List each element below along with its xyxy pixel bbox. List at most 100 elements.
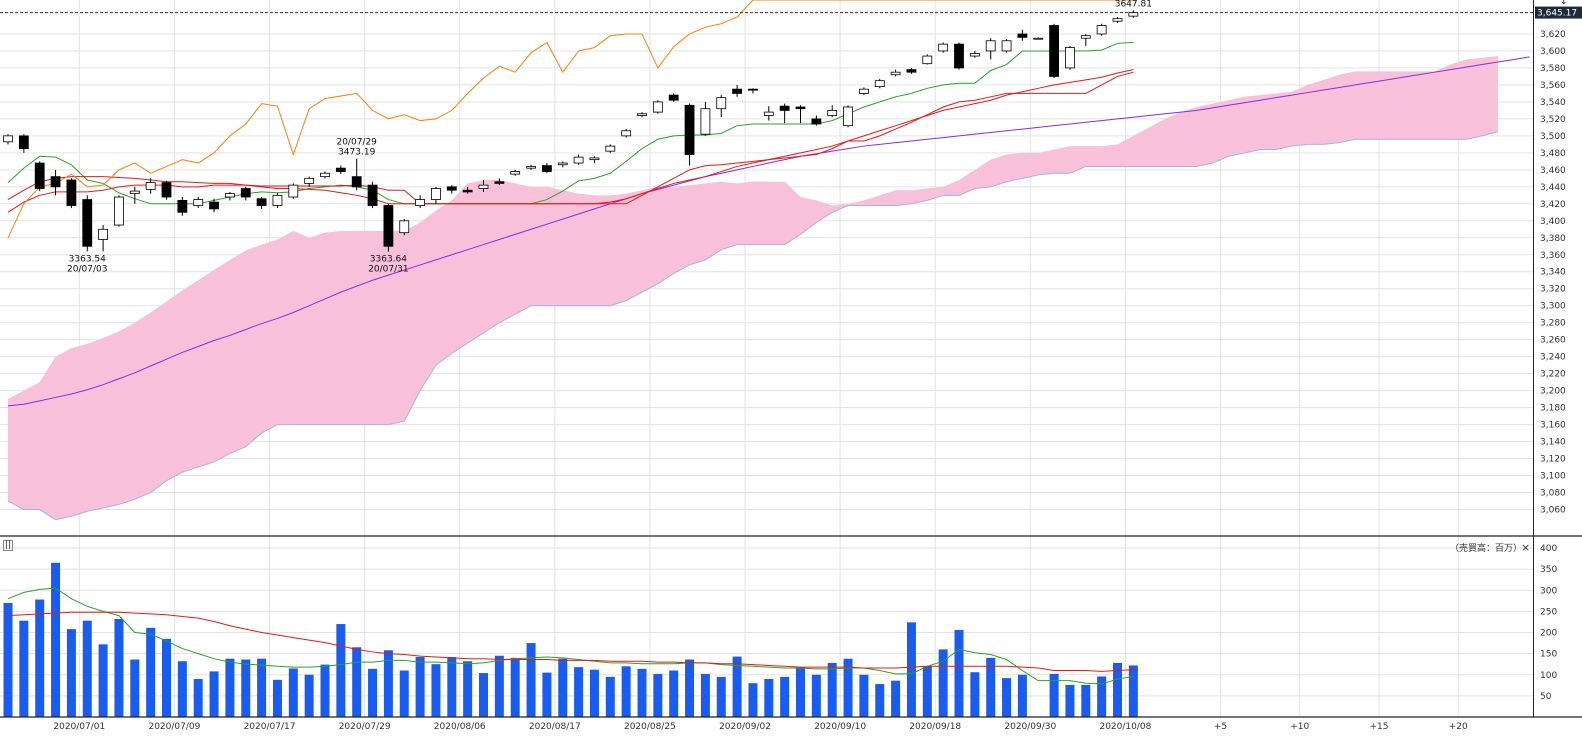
volume-bar: [811, 674, 821, 717]
candle-up: [922, 55, 933, 65]
candle-up: [3, 135, 13, 143]
volume-bar: [938, 649, 948, 717]
volume-bar: [700, 673, 710, 717]
long-average-line: [7, 56, 1530, 407]
candle-down: [50, 176, 61, 188]
volume-bar: [510, 657, 520, 717]
date-tick-label: +10: [1290, 722, 1309, 732]
volume-tick-label: 350: [1540, 565, 1557, 575]
volume-bar: [225, 658, 235, 717]
volume-bar: [19, 620, 29, 717]
candle-up: [700, 108, 711, 135]
candle-up: [98, 228, 108, 240]
date-tick-label: 2020/09/10: [814, 722, 866, 732]
volume-bar: [637, 668, 647, 717]
candle-down: [795, 106, 806, 110]
price-annotation: 20/07/29: [336, 138, 377, 148]
candle-up: [1080, 35, 1091, 39]
candle-down: [732, 88, 742, 94]
price-tick-label: 3,280: [1540, 319, 1566, 329]
volume-bar: [589, 669, 599, 717]
candle-down: [18, 135, 29, 150]
price-annotation: 20/07/31: [368, 265, 408, 275]
candle-down: [209, 201, 219, 210]
volume-bar: [526, 643, 536, 717]
candle-up: [145, 182, 156, 190]
volume-bars: [3, 562, 1138, 717]
candle-up: [114, 196, 124, 226]
volume-bar: [177, 661, 187, 717]
volume-bar: [796, 667, 805, 717]
price-tick-label: 3,180: [1540, 404, 1566, 414]
candle-down: [542, 165, 552, 172]
date-tick-label: 2020/10/08: [1099, 722, 1151, 732]
candle-up: [1001, 40, 1012, 52]
candle-up: [827, 109, 838, 116]
candle-down: [66, 179, 77, 206]
candle-down: [351, 176, 362, 188]
candle-down: [684, 104, 695, 155]
scroll-handle[interactable]: ↕: [1560, 0, 1568, 7]
candle-up: [510, 171, 521, 175]
volume-bar: [780, 676, 790, 717]
volume-bar: [257, 658, 267, 717]
volume-bar: [336, 624, 346, 717]
volume-bar: [304, 674, 314, 717]
volume-bar: [685, 659, 695, 717]
price-annotation: 3363.54: [69, 254, 106, 264]
candle-up: [985, 40, 996, 52]
volume-bar: [875, 684, 885, 717]
candle-down: [779, 105, 790, 111]
price-tick-label: 3,140: [1540, 438, 1566, 448]
candle-up: [320, 172, 330, 178]
volume-bar: [463, 661, 473, 717]
candle-up: [859, 88, 869, 94]
volume-bar: [922, 666, 932, 717]
volume-bar: [748, 683, 758, 717]
indicator-lines: [7, 0, 1530, 407]
volume-bar: [1017, 674, 1027, 717]
price-tick-label: 3,560: [1540, 81, 1566, 91]
volume-bar: [558, 658, 568, 717]
volume-bar: [130, 659, 140, 717]
volume-bar: [35, 599, 45, 717]
date-tick-label: 2020/09/18: [909, 722, 961, 732]
price-tick-label: 3,380: [1540, 234, 1566, 244]
date-tick-label: 2020/07/17: [244, 722, 296, 732]
volume-bar: [98, 644, 108, 717]
price-tick-label: 3,300: [1540, 302, 1566, 312]
volume-bar: [605, 676, 615, 717]
candle-up: [1033, 37, 1044, 40]
price-tick-label: 3,100: [1540, 472, 1566, 482]
candle-down: [383, 205, 394, 247]
price-tick-label: 3,360: [1540, 251, 1566, 261]
volume-lines: [7, 587, 1134, 685]
volume-bar: [415, 657, 425, 717]
volume-bar: [162, 638, 171, 717]
close-pane-button[interactable]: ×: [1521, 541, 1531, 554]
price-tick-label: 3,420: [1540, 200, 1566, 210]
volume-tick-label: 400: [1540, 544, 1557, 554]
pane-toggle-button[interactable]: ||: [3, 540, 14, 551]
volume-bar: [843, 658, 853, 717]
candle-down: [668, 94, 679, 101]
candle-down: [748, 88, 758, 91]
price-tick-label: 3,200: [1540, 387, 1566, 397]
date-tick-label: 2020/09/30: [1004, 722, 1056, 732]
date-tick-label: 2020/07/29: [339, 722, 391, 732]
candle-down: [462, 189, 473, 193]
volume-bar: [954, 629, 964, 717]
volume-bar: [1128, 665, 1138, 717]
price-tick-label: 3,500: [1540, 132, 1566, 142]
candle-up: [1128, 12, 1139, 17]
volume-tick-label: 50: [1540, 692, 1552, 702]
candle-up: [716, 97, 727, 110]
volume-bar: [320, 664, 330, 717]
candle-up: [431, 188, 441, 200]
volume-bar: [3, 602, 13, 717]
price-tick-label: 3,580: [1540, 64, 1566, 74]
candle-up: [557, 162, 568, 166]
